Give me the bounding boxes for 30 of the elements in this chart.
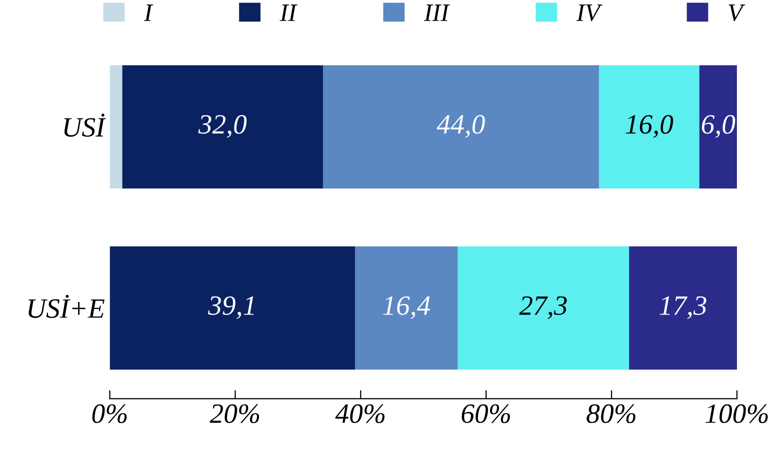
data-label: 32,0 <box>198 115 247 138</box>
bar <box>323 65 599 188</box>
legend-label: IV <box>576 4 602 22</box>
data-label: 27,3 <box>519 296 567 319</box>
y-tick-label: USİ+E <box>28 294 104 318</box>
bar <box>122 65 324 188</box>
data-label: 16,0 <box>626 115 674 138</box>
x-tick-label: 80% <box>586 404 636 424</box>
data-label: 6,0 <box>702 115 736 138</box>
x-tick-label: 20% <box>210 404 260 424</box>
x-tick-label: 100% <box>706 404 768 424</box>
bar <box>629 246 737 370</box>
bar <box>458 246 630 370</box>
x-tick-label: 40% <box>335 404 385 424</box>
y-tick-label: USİ <box>64 114 106 137</box>
bar <box>354 246 458 370</box>
bar <box>598 65 700 188</box>
data-label: 17,3 <box>660 296 706 319</box>
legend-label: III <box>424 4 450 21</box>
data-label: 44,0 <box>436 115 485 138</box>
bar <box>110 65 122 188</box>
legend-label: V <box>728 4 746 22</box>
data-label: 16,4 <box>383 296 430 319</box>
x-tick-label: 60% <box>462 404 510 424</box>
legend-label: I <box>144 4 154 21</box>
data-label: 39,1 <box>208 296 254 319</box>
bar <box>110 246 355 370</box>
legend-label: II <box>280 4 298 21</box>
x-tick-label: 0% <box>92 404 127 424</box>
bar <box>699 65 737 188</box>
